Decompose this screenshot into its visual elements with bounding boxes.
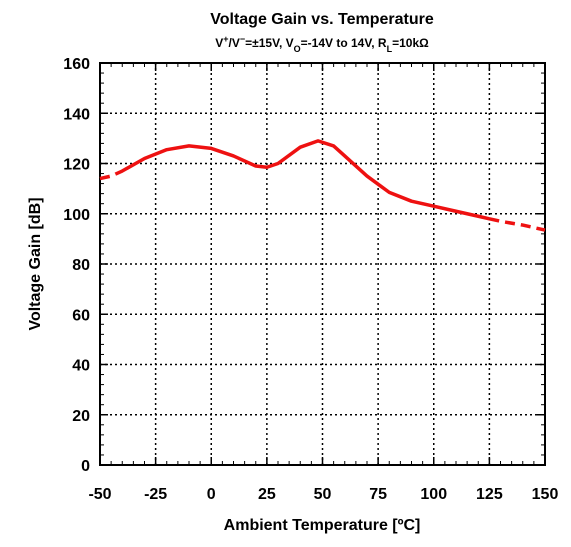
x-tick-label: 75 xyxy=(369,486,387,503)
y-tick-label: 160 xyxy=(63,56,90,73)
subtitle-part: V xyxy=(215,36,223,50)
y-tick-label: 0 xyxy=(81,458,90,475)
x-tick-label: -50 xyxy=(88,486,111,503)
y-tick-label: 100 xyxy=(63,207,90,224)
plot-frame xyxy=(99,62,546,466)
subtitle-part: =-14V to 14V, R xyxy=(301,36,387,50)
subtitle-part: + xyxy=(223,34,228,44)
y-tick-label: 120 xyxy=(63,157,90,174)
y-axis-label: Voltage Gain [dB] xyxy=(27,197,44,330)
x-tick-label: 50 xyxy=(314,486,332,503)
x-tick-label: -25 xyxy=(144,486,167,503)
x-tick-label: 150 xyxy=(532,486,559,503)
subtitle-part: O xyxy=(294,44,301,54)
x-axis-label: Ambient Temperature [ºC] xyxy=(224,517,421,534)
subtitle-part: /V xyxy=(229,36,240,50)
x-tick-label: 100 xyxy=(420,486,447,503)
x-tick-label: 25 xyxy=(258,486,276,503)
data-line xyxy=(114,139,490,221)
data-line xyxy=(488,217,546,232)
x-tick-label: 125 xyxy=(476,486,503,503)
subtitle-part: =±15V, V xyxy=(245,36,294,50)
y-tick-label: 140 xyxy=(63,106,90,123)
subtitle-part: =10kΩ xyxy=(392,36,429,50)
chart-title: Voltage Gain vs. Temperature xyxy=(210,11,434,28)
data-line xyxy=(99,172,117,181)
subtitle-part: − xyxy=(240,34,245,44)
y-tick-label: 80 xyxy=(72,257,90,274)
chart-subtitle: V+/V−=±15V, VO=-14V to 14V, RL=10kΩ xyxy=(215,34,429,54)
y-tick-label: 60 xyxy=(72,307,90,324)
y-tick-label: 20 xyxy=(72,408,90,425)
subtitle-part: L xyxy=(387,44,393,54)
x-tick-label: 0 xyxy=(207,486,216,503)
y-tick-label: 40 xyxy=(72,358,90,375)
